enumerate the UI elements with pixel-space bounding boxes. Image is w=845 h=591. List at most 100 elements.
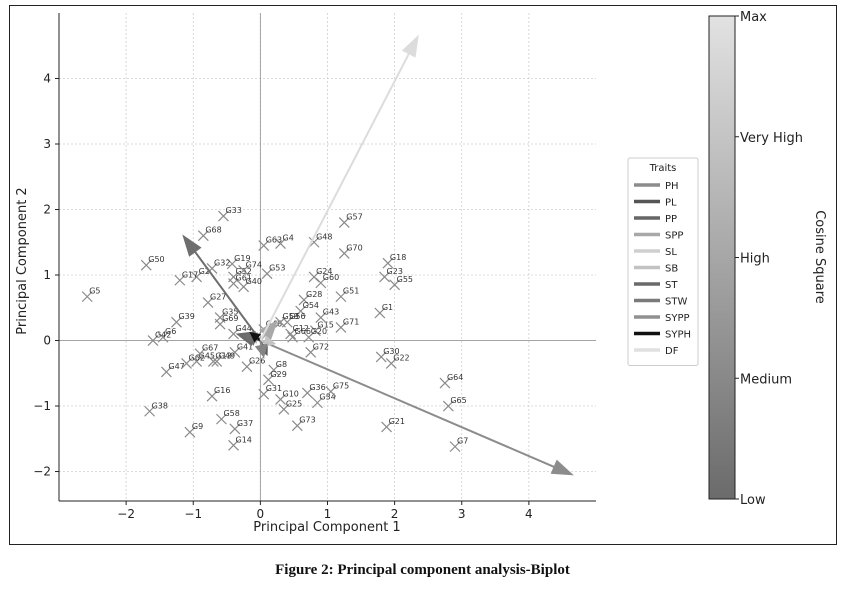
x-tick-label: −2 [117,507,135,521]
point-label: G45 [199,351,215,360]
point-label: G24 [316,267,332,276]
legend-entry-syph: SYPH [634,330,691,341]
data-point: G58 [216,409,240,425]
data-point: G72 [305,342,329,358]
arrow-shaft [259,340,263,346]
y-tick-label: −2 [33,465,51,479]
data-point: G71 [335,317,359,333]
point-marker [335,321,347,333]
point-marker [238,265,250,276]
data-point: G38 [144,401,168,417]
point-marker [312,397,323,409]
point-label: G4 [283,234,294,243]
point-label: G26 [249,357,265,366]
point-label: G75 [333,382,349,391]
point-marker [81,291,93,303]
point-label: G23 [387,267,403,276]
data-point: G73 [291,416,316,432]
legend-label: PP [665,214,677,225]
data-point: G61 [228,274,252,289]
colorbar-tick-label: Low [740,493,766,508]
point-marker [194,348,206,360]
point-label: G18 [390,253,406,262]
colorbar-tick-label: Max [740,10,767,25]
point-marker [144,405,156,417]
data-point: G14 [228,435,252,451]
point-marker [382,257,394,269]
data-point: G26 [241,357,265,373]
point-label: G25 [286,399,302,408]
point-label: G41 [237,342,253,351]
data-point: G6 [157,327,176,343]
point-label: G51 [343,287,359,296]
axes: −2 −1 0 1 2 3 4 −2 −1 0 1 2 3 4 [33,13,596,521]
point-marker [258,388,270,400]
figure-caption: Figure 2: Principal component analysis-B… [275,562,570,578]
point-marker [308,236,320,248]
point-marker [218,210,229,222]
point-marker [291,420,303,432]
point-label: G55 [397,275,413,284]
point-marker [202,297,214,308]
point-marker [228,278,239,289]
data-point: G60 [315,273,339,289]
point-label: G5 [89,287,100,296]
data-point: G21 [381,417,405,433]
data-point: G4 [275,234,294,249]
point-label: G47 [168,362,184,371]
point-label: G38 [152,401,168,410]
data-point: G48 [308,232,332,248]
data-point: G12 [285,324,309,340]
arrow-shaft [259,339,555,468]
legend-entry-spp: SPP [634,231,683,242]
data-point: G41 [229,342,253,358]
y-tick-label: 1 [43,268,51,282]
point-label: G16 [214,386,230,395]
point-marker [374,307,386,319]
legend-entry-pp: PP [634,214,677,225]
point-label: G13 [215,351,231,360]
data-point: G50 [140,255,165,271]
data-point: G19 [226,254,251,270]
data-point: G62 [181,353,205,369]
data-point: G5 [81,287,100,303]
data-point: G40 [238,277,262,293]
x-tick-label: 4 [525,507,533,521]
point-marker [207,356,219,367]
legend: Traits PH PL PP SPP SL SB ST STW SYPP SYPH DF [627,157,699,366]
point-label: G60 [323,273,339,282]
point-label: G72 [313,342,329,351]
point-label: G15 [317,321,333,330]
point-marker [439,377,451,389]
point-label: G53 [269,264,285,273]
point-marker [303,331,315,343]
point-label: G30 [383,347,399,356]
point-marker [174,274,186,286]
point-marker [315,277,327,289]
legend-entry-sypp: SYPP [634,313,690,324]
legend-title: Traits [649,163,677,174]
legend-entry-pl: PL [634,198,677,209]
point-label: G52 [236,267,252,276]
point-marker [214,318,226,330]
legend-label: PH [665,181,679,192]
point-marker [191,356,203,367]
point-label: G29 [270,370,286,379]
point-marker [301,387,313,399]
point-marker [449,441,461,453]
point-label: G8 [276,360,287,369]
biplot-chart: G1 G2 G4 G5 G6 G7 G8 G9 G10 G12 G13 G14 G15 G16 G17 G18… [15,10,827,535]
point-label: G31 [266,384,282,393]
data-point: G39 [171,312,195,328]
arrow-head [249,331,261,343]
data-point: G2 [191,267,210,283]
data-point: G69 [214,314,238,330]
legend-entry-df: DF [634,346,679,357]
point-marker [295,305,307,317]
x-tick-label: 2 [391,507,399,521]
data-point: G75 [325,382,349,398]
data-point: G13 [207,351,232,367]
point-marker [261,268,273,280]
point-label: G32 [214,258,230,267]
data-point: G34 [312,393,336,409]
